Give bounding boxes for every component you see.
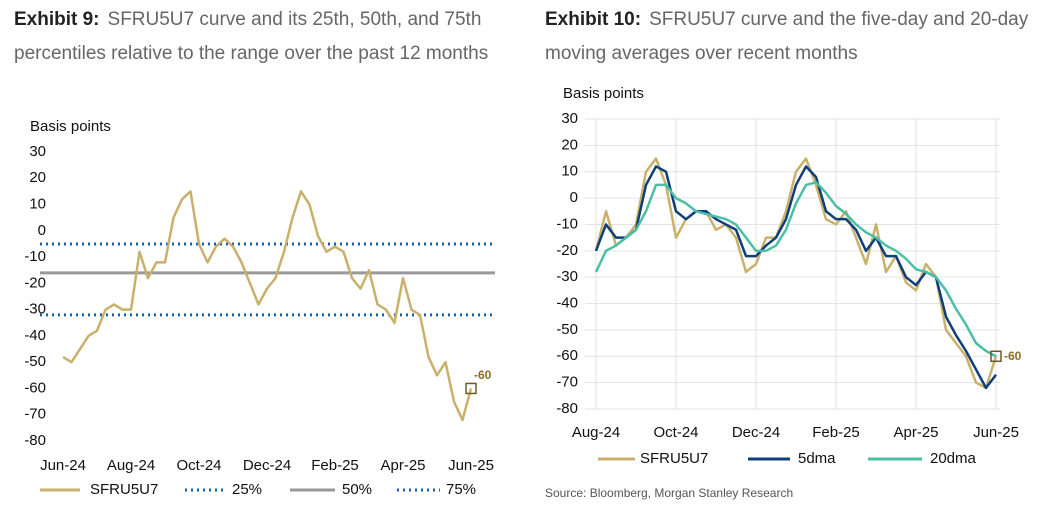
exhibit-label: Exhibit 10: [545, 9, 642, 30]
annotation-marker [465, 382, 477, 395]
y-axis-label: Basis points [563, 85, 644, 102]
x-tick-label: Jun-24 [40, 457, 86, 474]
y-tick-label: 30 [561, 110, 578, 127]
annotation-label: -60 [1004, 349, 1022, 363]
y-tick-label: -20 [24, 274, 46, 291]
y-tick-label: -50 [24, 353, 46, 370]
y-tick-label: -40 [24, 327, 46, 344]
chart-title: Exhibit 10: SFRU5U7 curve and the five-da… [545, 3, 1035, 71]
y-tick-label: 20 [29, 169, 46, 186]
y-tick-label: -10 [556, 215, 578, 232]
x-tick-label: Oct-24 [653, 424, 698, 441]
y-tick-label: -70 [556, 374, 578, 391]
x-tick-label: Oct-24 [176, 457, 221, 474]
x-tick-label: Apr-25 [380, 457, 425, 474]
title-text: SFRU5U7 curve and its 25th, 50th, and 75… [14, 9, 489, 64]
y-tick-label: -60 [556, 347, 578, 364]
x-tick-label: Feb-25 [311, 457, 359, 474]
y-tick-label: 0 [570, 189, 578, 206]
x-tick-label: Aug-24 [107, 457, 155, 474]
y-tick-label: 30 [29, 143, 46, 160]
x-tick-label: Dec-24 [732, 424, 780, 441]
y-tick-label: -50 [556, 321, 578, 338]
legend-label: 50% [342, 481, 372, 498]
x-tick-label: Jun-25 [448, 457, 494, 474]
annotation-marker [990, 350, 1002, 363]
legend-label: SFRU5U7 [640, 450, 708, 467]
exhibit-label: Exhibit 9: [14, 9, 100, 30]
y-tick-label: -30 [24, 301, 46, 318]
x-tick-label: Feb-25 [812, 424, 860, 441]
y-tick-label: -10 [24, 248, 46, 265]
y-tick-label: -30 [556, 268, 578, 285]
legend-label: 25% [232, 481, 262, 498]
series-line [62, 190, 473, 422]
y-tick-label: 10 [29, 196, 46, 213]
y-tick-label: -60 [24, 379, 46, 396]
y-tick-label: 10 [561, 163, 578, 180]
y-tick-label: -20 [556, 242, 578, 259]
x-tick-label: Dec-24 [243, 457, 291, 474]
x-tick-label: Apr-25 [893, 424, 938, 441]
y-tick-label: 20 [561, 136, 578, 153]
y-tick-label: -40 [556, 295, 578, 312]
y-tick-label: 0 [38, 222, 46, 239]
y-tick-label: -80 [24, 432, 46, 449]
series-line [594, 181, 997, 358]
legend-label: 75% [446, 481, 476, 498]
x-tick-label: Aug-24 [572, 424, 620, 441]
legend-label: 20dma [930, 450, 977, 467]
title-text: SFRU5U7 curve and the five-day and 20-da… [545, 9, 1029, 64]
chart-title: Exhibit 9: SFRU5U7 curve and its 25th, 50… [14, 3, 494, 71]
x-tick-label: Jun-25 [973, 424, 1019, 441]
source-note: Source: Bloomberg, Morgan Stanley Resear… [545, 486, 793, 500]
legend-label: 5dma [798, 450, 836, 467]
y-axis-label: Basis points [30, 118, 111, 135]
y-tick-label: -70 [24, 406, 46, 423]
legend-label: SFRU5U7 [90, 481, 158, 498]
y-tick-label: -80 [556, 400, 578, 417]
annotation-label: -60 [474, 368, 492, 382]
series-line [594, 157, 998, 390]
